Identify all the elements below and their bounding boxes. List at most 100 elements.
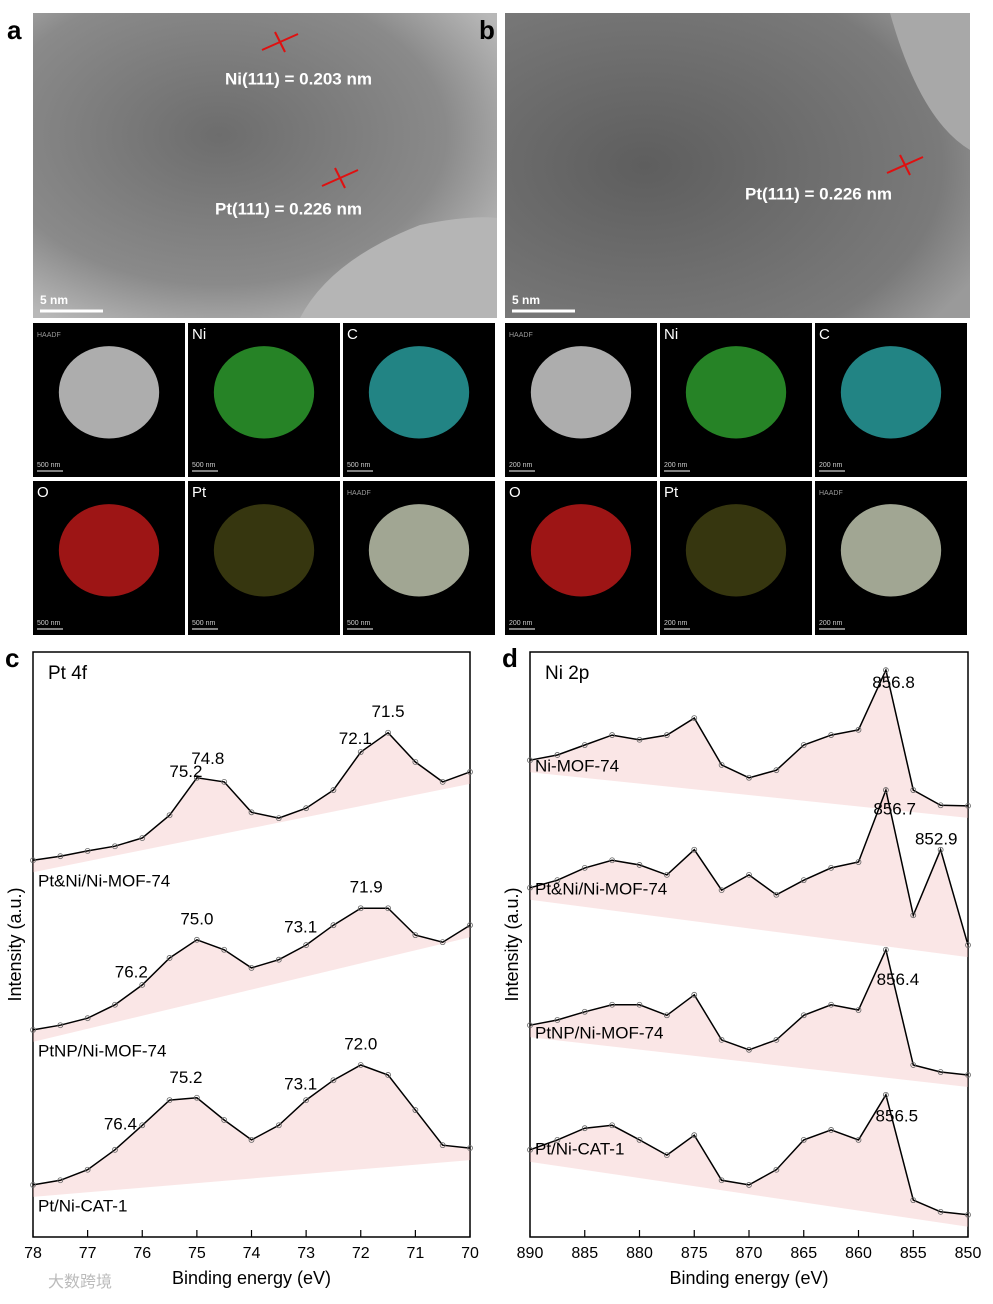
data-point bbox=[663, 1152, 670, 1158]
eds-signal bbox=[58, 346, 160, 439]
data-point bbox=[855, 726, 862, 733]
eds-scale-label: 500 nm bbox=[37, 462, 61, 469]
series-label: PtNP/Ni-MOF-74 bbox=[535, 1023, 663, 1042]
x-tick-label: 890 bbox=[517, 1245, 544, 1262]
eds-label: HAADF bbox=[37, 332, 61, 339]
data-point bbox=[57, 1022, 64, 1029]
data-point bbox=[773, 1166, 780, 1173]
spectrum-fill bbox=[530, 670, 968, 818]
eds-scale-label: 500 nm bbox=[192, 620, 216, 627]
x-tick-label: 73 bbox=[297, 1245, 315, 1262]
data-point bbox=[746, 774, 752, 781]
spectrum-line bbox=[529, 1092, 969, 1216]
eds-signal bbox=[213, 504, 315, 597]
data-point bbox=[248, 809, 255, 816]
series-label: Pt/Ni-CAT-1 bbox=[38, 1196, 127, 1215]
x-tick-label: 885 bbox=[571, 1245, 598, 1262]
eds-signal bbox=[368, 504, 470, 597]
eds-label: HAADF bbox=[347, 490, 371, 497]
data-point bbox=[275, 956, 282, 963]
data-point bbox=[828, 1127, 835, 1133]
x-tick-label: 76 bbox=[133, 1245, 151, 1262]
scale-bar-label: 5 nm bbox=[40, 293, 68, 307]
data-point bbox=[663, 732, 670, 738]
data-point bbox=[910, 912, 917, 919]
eds-label: C bbox=[819, 326, 830, 343]
data-point bbox=[467, 1145, 473, 1151]
data-point bbox=[691, 991, 698, 998]
data-point bbox=[248, 1136, 255, 1143]
data-point bbox=[139, 835, 146, 841]
x-tick-label: 74 bbox=[243, 1245, 261, 1262]
eds-scale-label: 200 nm bbox=[664, 462, 688, 469]
data-point bbox=[800, 742, 807, 748]
eds-label: Ni bbox=[192, 326, 206, 343]
eds-scale-label: 200 nm bbox=[819, 462, 843, 469]
x-tick-label: 875 bbox=[681, 1245, 708, 1262]
data-point bbox=[882, 787, 889, 793]
data-point bbox=[828, 732, 835, 738]
eds-tile bbox=[188, 481, 340, 635]
data-point bbox=[57, 853, 64, 860]
data-point bbox=[193, 1094, 200, 1101]
spectrum-line bbox=[529, 947, 969, 1076]
lattice-marker bbox=[334, 167, 346, 189]
x-tick-label: 880 bbox=[626, 1245, 653, 1262]
data-point bbox=[439, 1142, 446, 1149]
x-tick-label: 71 bbox=[406, 1245, 424, 1262]
data-point bbox=[965, 1072, 971, 1078]
spectrum-fill bbox=[33, 732, 470, 873]
eds-signal bbox=[685, 504, 787, 597]
data-point bbox=[193, 936, 200, 943]
data-point bbox=[221, 946, 228, 953]
data-point bbox=[467, 769, 473, 775]
series-label: Pt&Ni/Ni-MOF-74 bbox=[38, 872, 170, 891]
data-point bbox=[746, 1046, 752, 1053]
eds-signal bbox=[840, 346, 942, 439]
y-axis-label: Intensity (a.u.) bbox=[5, 887, 25, 1001]
eds-tile bbox=[660, 481, 812, 635]
eds-label: Pt bbox=[664, 484, 679, 501]
eds-signal bbox=[530, 504, 632, 597]
eds-label: C bbox=[347, 326, 358, 343]
x-tick-label: 70 bbox=[461, 1245, 479, 1262]
chart-title: Pt 4f bbox=[48, 663, 88, 684]
x-tick-label: 870 bbox=[736, 1245, 763, 1262]
data-point bbox=[166, 812, 173, 819]
scale-bar-label: 5 nm bbox=[512, 293, 540, 307]
data-point bbox=[691, 846, 698, 853]
data-point bbox=[554, 752, 561, 758]
data-point bbox=[609, 732, 616, 738]
spectrum-fill bbox=[33, 908, 470, 1042]
data-point bbox=[581, 864, 588, 871]
data-point bbox=[882, 946, 889, 953]
data-point bbox=[636, 1136, 643, 1143]
data-point bbox=[855, 1007, 862, 1013]
eds-signal bbox=[58, 504, 160, 597]
x-tick-label: 865 bbox=[790, 1245, 817, 1262]
eds-signal bbox=[685, 346, 787, 439]
data-point bbox=[718, 1036, 725, 1043]
data-point bbox=[357, 749, 364, 755]
data-point bbox=[800, 1136, 807, 1143]
data-point bbox=[965, 942, 971, 948]
data-point bbox=[527, 1146, 533, 1153]
eds-scale-label: 200 nm bbox=[509, 462, 533, 469]
eds-scale-label: 500 nm bbox=[192, 462, 216, 469]
peak-label: 76.4 bbox=[104, 1114, 137, 1133]
data-point bbox=[139, 981, 146, 988]
data-point bbox=[527, 1022, 533, 1029]
peak-label: 856.8 bbox=[872, 673, 915, 692]
data-point bbox=[84, 848, 91, 854]
data-point bbox=[910, 1197, 917, 1204]
data-point bbox=[412, 932, 419, 939]
data-point bbox=[636, 862, 643, 868]
eds-scale-label: 200 nm bbox=[664, 620, 688, 627]
data-point bbox=[965, 802, 971, 809]
data-point bbox=[439, 778, 446, 785]
eds-label: O bbox=[37, 484, 49, 501]
data-point bbox=[439, 939, 446, 946]
eds-label: Pt bbox=[192, 484, 207, 501]
data-point bbox=[221, 778, 228, 785]
